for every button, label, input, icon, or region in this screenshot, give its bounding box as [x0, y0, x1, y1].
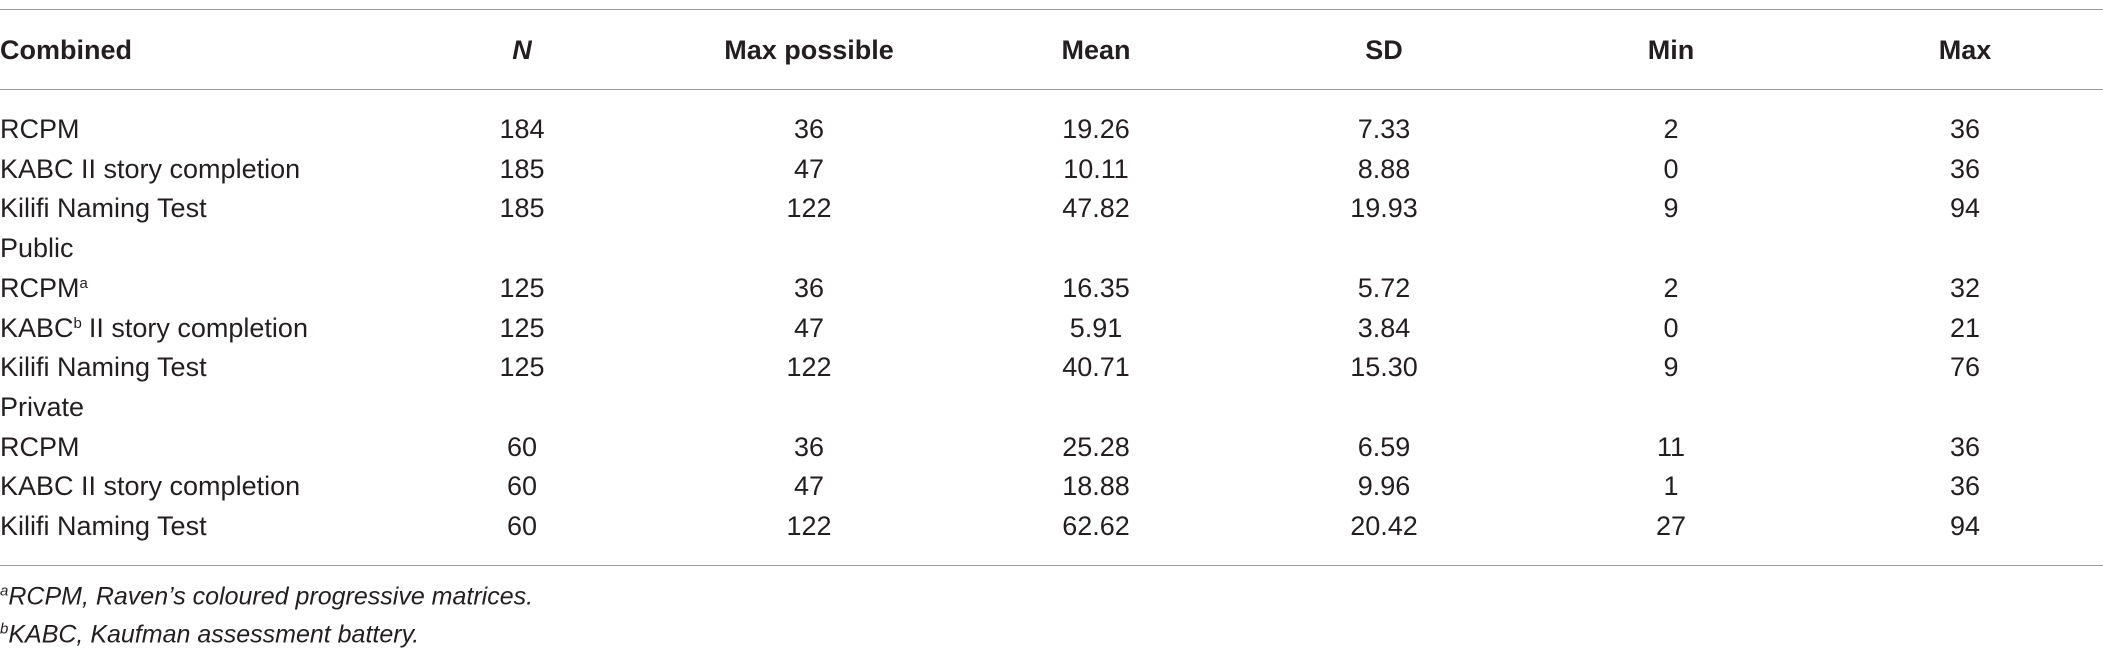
label-text: KABC II story completion — [0, 471, 301, 502]
value-cell: 122 — [786, 511, 832, 541]
value-cell: 8.88 — [1357, 153, 1411, 184]
footnote-marker: a — [0, 582, 9, 600]
footnote-marker: a — [79, 274, 88, 292]
value-cell: 5.91 — [1069, 312, 1123, 343]
row-label: KABCb II story completion — [0, 311, 308, 345]
header-rule — [0, 89, 2103, 90]
header-cell: Combined — [0, 35, 132, 65]
value-cell: 76 — [1949, 352, 1981, 383]
top-rule — [0, 9, 2103, 10]
value-cell: 47.82 — [1062, 193, 1130, 224]
value-cell: 7.33 — [1357, 114, 1411, 144]
label-text: Kilifi Naming Test — [0, 193, 207, 224]
value-cell: 40.71 — [1062, 352, 1130, 383]
label-text: KABC — [0, 312, 74, 343]
value-cell: 36 — [793, 272, 825, 303]
footnote: aRCPM, Raven’s coloured progressive matr… — [0, 583, 533, 612]
value-cell: 0 — [1663, 312, 1679, 343]
section-label: Public — [0, 231, 74, 265]
bottom-rule — [0, 565, 2103, 566]
section-label: Private — [0, 390, 84, 424]
value-cell: 125 — [499, 312, 545, 343]
value-cell: 122 — [786, 352, 832, 383]
value-cell: 6.59 — [1357, 431, 1411, 462]
value-cell: 94 — [1949, 193, 1981, 224]
value-cell: 3.84 — [1357, 312, 1411, 343]
value-cell: 36 — [1949, 114, 1981, 144]
value-cell: 185 — [499, 153, 545, 184]
footnote-text: KABC, Kaufman assessment battery. — [8, 620, 420, 649]
label-text: Kilifi Naming Test — [0, 511, 207, 541]
row-label: Kilifi Naming Test — [0, 509, 207, 543]
value-cell: 19.93 — [1350, 193, 1418, 224]
value-cell: 25.28 — [1062, 431, 1130, 462]
row-label: RCPMa — [0, 271, 88, 305]
value-cell: 47 — [793, 471, 825, 502]
row-label: KABC II story completion — [0, 152, 300, 186]
value-cell: 1 — [1663, 471, 1679, 502]
row-label: RCPM — [0, 430, 80, 464]
value-cell: 27 — [1655, 511, 1687, 541]
value-cell: 60 — [506, 431, 538, 462]
header-cell: N — [512, 35, 532, 65]
header-cell: Min — [1647, 35, 1695, 65]
label-text: II story completion — [88, 312, 308, 343]
value-cell: 36 — [793, 114, 825, 144]
label-text: RCPM — [0, 272, 80, 303]
value-cell: 94 — [1949, 511, 1981, 541]
value-cell: 9.96 — [1357, 471, 1411, 502]
value-cell: 16.35 — [1062, 272, 1130, 303]
value-cell: 19.26 — [1062, 114, 1130, 144]
value-cell: 185 — [499, 193, 545, 224]
footnote-text: RCPM, Raven’s coloured progressive matri… — [8, 582, 534, 611]
value-cell: 5.72 — [1357, 272, 1411, 303]
value-cell: 184 — [499, 114, 545, 144]
value-cell: 122 — [786, 193, 832, 224]
value-cell: 36 — [793, 431, 825, 462]
value-cell: 0 — [1663, 153, 1679, 184]
value-cell: 36 — [1949, 153, 1981, 184]
label-text: RCPM — [0, 114, 80, 144]
value-cell: 9 — [1663, 193, 1679, 224]
row-label: RCPM — [0, 112, 80, 146]
value-cell: 9 — [1663, 352, 1679, 383]
header-cell: Mean — [1061, 35, 1131, 65]
value-cell: 32 — [1949, 272, 1981, 303]
label-text: RCPM — [0, 431, 80, 462]
value-cell: 47 — [793, 312, 825, 343]
label-text: Private — [0, 391, 85, 422]
value-cell: 2 — [1663, 272, 1679, 303]
value-cell: 20.42 — [1350, 511, 1418, 541]
value-cell: 62.62 — [1062, 511, 1130, 541]
header-cell: Max possible — [724, 35, 894, 65]
value-cell: 60 — [506, 511, 538, 541]
value-cell: 36 — [1949, 431, 1981, 462]
value-cell: 36 — [1949, 471, 1981, 502]
header-cell: Max — [1938, 35, 1992, 65]
label-text: Public — [0, 233, 74, 264]
row-label: KABC II story completion — [0, 469, 300, 503]
value-cell: 2 — [1663, 114, 1679, 144]
row-label: Kilifi Naming Test — [0, 191, 207, 225]
header-cell: SD — [1365, 35, 1403, 65]
label-text: Kilifi Naming Test — [0, 352, 207, 383]
footnote-marker: b — [73, 314, 82, 332]
value-cell: 11 — [1656, 431, 1686, 462]
row-label: Kilifi Naming Test — [0, 350, 207, 384]
footnote: bKABC, Kaufman assessment battery. — [0, 621, 419, 650]
footnote-marker: b — [0, 620, 9, 638]
value-cell: 47 — [793, 153, 825, 184]
value-cell: 60 — [506, 471, 538, 502]
value-cell: 15.30 — [1350, 352, 1418, 383]
value-cell: 125 — [499, 352, 545, 383]
label-text: KABC II story completion — [0, 153, 301, 184]
value-cell: 21 — [1949, 312, 1981, 343]
value-cell: 18.88 — [1062, 471, 1130, 502]
value-cell: 125 — [499, 272, 545, 303]
value-cell: 10.11 — [1063, 153, 1129, 184]
